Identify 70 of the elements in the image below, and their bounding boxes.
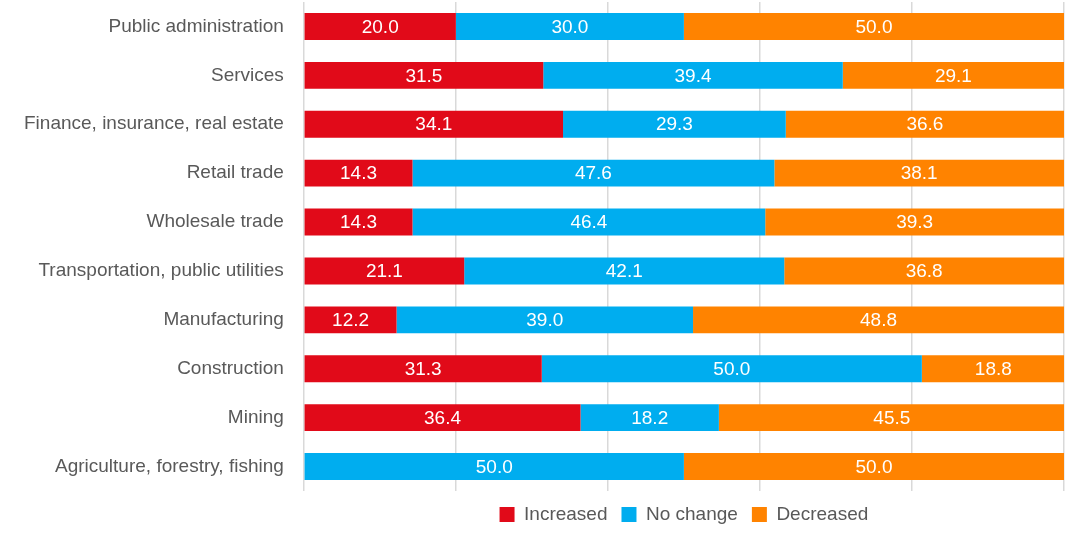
bar [396,306,694,334]
data-label: 21.1 [365,260,403,282]
bar [304,453,684,480]
bar [718,404,1064,432]
bar [543,61,843,89]
bar [784,257,1064,285]
data-label: 45.5 [873,406,911,428]
bar [455,13,684,40]
y-tick-label: Finance, insurance, real estate [24,112,284,134]
y-tick-label: Construction [177,356,284,378]
y-tick-label: Agriculture, forestry, fishing [55,454,284,476]
data-label: 30.0 [551,15,589,37]
bar [304,110,564,138]
bar [693,306,1064,334]
data-label: 36.8 [905,260,943,282]
data-label: 48.8 [860,309,898,331]
y-tick-label: Wholesale trade [146,210,284,232]
bar [765,208,1064,236]
bar [304,257,465,285]
data-label: 39.0 [526,309,564,331]
bar [785,110,1064,138]
data-label: 50.0 [855,455,893,477]
bar [683,13,1064,40]
data-label: 39.4 [674,64,712,86]
bar [842,61,1064,89]
bar [304,306,397,334]
y-tick-label: Transportation, public utilities [38,259,284,281]
bar [683,453,1064,480]
data-label: 50.0 [475,455,513,477]
data-label: 50.0 [855,15,893,37]
bar [921,355,1064,383]
data-label: 36.4 [424,406,462,428]
y-tick-label: Services [210,63,284,85]
bar [563,110,786,138]
legend-label: Decreased [776,502,869,524]
bar [580,404,719,432]
y-tick-label: Public administration [108,14,284,36]
bar [464,257,785,285]
data-label: 36.6 [906,113,944,135]
data-label: 12.2 [332,309,370,331]
data-label: 20.0 [361,15,399,37]
y-tick-label: Retail trade [186,161,284,183]
bar [304,13,456,40]
data-label: 42.1 [605,260,643,282]
data-label: 31.3 [404,357,442,379]
y-tick-label: Manufacturing [163,308,284,330]
bar [774,159,1064,187]
legend-label: Increased [524,502,608,524]
data-label: 34.1 [415,113,453,135]
data-label: 31.5 [405,64,443,86]
bar [304,159,413,187]
bar [304,61,544,89]
bar [304,404,581,432]
data-label: 39.3 [896,211,934,233]
data-label: 47.6 [574,162,612,184]
data-label: 29.1 [934,64,972,86]
data-label: 18.8 [974,357,1012,379]
bar [541,355,922,383]
data-label: 14.3 [340,162,378,184]
bar [304,355,542,383]
y-tick-label: Mining [227,405,284,427]
data-label: 46.4 [570,211,608,233]
legend-label: No change [645,502,738,524]
data-label: 29.3 [655,113,693,135]
data-label: 14.3 [340,211,378,233]
data-label: 38.1 [900,162,938,184]
bar [412,159,775,187]
data-label: 18.2 [631,406,669,428]
data-label: 50.0 [713,357,751,379]
bar [412,208,766,236]
